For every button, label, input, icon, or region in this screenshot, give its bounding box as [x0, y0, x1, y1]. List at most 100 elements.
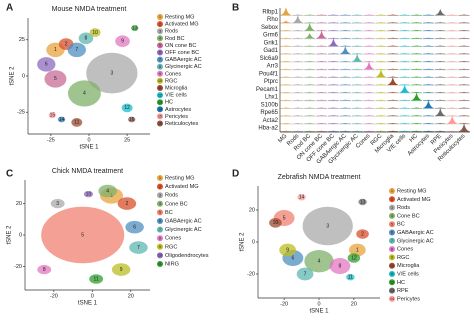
legend-number: 4: [159, 202, 161, 206]
legend-number: 5: [159, 44, 161, 48]
violin: [423, 53, 434, 55]
cluster: [347, 253, 361, 263]
violin: [399, 85, 411, 93]
cluster: [296, 267, 314, 281]
legend-number: 4: [159, 37, 161, 41]
gene-label: Pou4f1: [259, 71, 279, 77]
legend-number: 6: [391, 231, 393, 235]
legend-swatch: [157, 243, 163, 250]
y-tick-label: -25: [17, 110, 25, 116]
violin: [328, 130, 339, 132]
legend-swatch: [389, 246, 395, 253]
legend-swatch: [157, 14, 163, 20]
violin: [292, 37, 304, 39]
violin: [328, 53, 339, 55]
legend-label: Rods: [165, 193, 178, 199]
violin: [351, 29, 363, 31]
y-axis-label: tSNE 2: [10, 66, 16, 86]
violin: [328, 22, 339, 24]
violin: [280, 91, 292, 93]
violin: [292, 53, 304, 55]
legend-label: Oligodendrocytes: [165, 253, 209, 259]
violin: [339, 91, 351, 93]
legend-label: Astrocytes: [165, 107, 191, 113]
violin: [446, 37, 458, 39]
legend-number: 10: [158, 79, 162, 83]
violin: [304, 14, 316, 16]
y-axis-label: tSNE 2: [240, 232, 246, 252]
cluster-label: 12: [124, 105, 130, 111]
panel-letter: B: [232, 3, 239, 14]
violin: [351, 91, 363, 93]
y-axis-label: tSNE 2: [7, 225, 13, 245]
violin: [316, 130, 327, 132]
violin: [304, 76, 316, 78]
x-tick-label: -25: [47, 137, 55, 143]
legend-label: OFF cone BC: [165, 50, 199, 56]
y-tick-label: 25: [19, 37, 25, 43]
cluster-label: 12: [351, 255, 357, 261]
cluster-label: 5: [54, 76, 57, 82]
violin: [292, 122, 304, 124]
violin: [387, 29, 399, 31]
violin: [423, 100, 434, 109]
legend-number: 11: [158, 86, 162, 90]
legend-number: 14: [158, 108, 162, 112]
violin: [458, 29, 470, 31]
legend-number: 5: [391, 222, 393, 226]
legend-label: Pericytes: [165, 114, 188, 120]
violin: [316, 84, 327, 86]
violin: [458, 68, 470, 70]
cluster: [71, 118, 83, 127]
y-tick-label: 0: [19, 232, 22, 238]
violin: [387, 22, 399, 24]
violin: [339, 68, 351, 70]
violin: [446, 107, 458, 109]
violin: [458, 37, 470, 39]
cluster-label: 13: [132, 25, 138, 31]
violin: [411, 37, 422, 39]
violin: [339, 14, 351, 16]
x-tick-label: -20: [280, 301, 288, 307]
violin: [280, 122, 292, 124]
legend-number: 12: [390, 281, 394, 285]
legend-swatch: [157, 70, 163, 77]
gene-label: Gad1: [263, 48, 278, 54]
violin: [458, 99, 470, 101]
violin: [434, 107, 446, 109]
legend-label: BC: [165, 210, 173, 216]
panel-letter: D: [232, 169, 239, 180]
violin: [423, 122, 434, 124]
violin: [328, 68, 339, 70]
violin: [292, 84, 304, 86]
violin: [423, 37, 434, 39]
panel-title: Chick NMDA treatment: [52, 168, 123, 175]
violin: [399, 122, 411, 124]
legend-swatch: [157, 35, 163, 42]
violin: [363, 45, 375, 47]
y-tick-label: 0: [252, 239, 255, 245]
violin: [375, 22, 387, 24]
violin: [363, 60, 375, 62]
violin: [411, 60, 422, 62]
violin: [399, 45, 411, 47]
violin: [339, 46, 351, 55]
legend-label: V/E cells: [397, 271, 419, 277]
cluster-label: 10: [273, 220, 279, 226]
legend-label: NIRG: [165, 261, 179, 267]
violin: [316, 29, 327, 31]
violin: [411, 68, 422, 70]
legend-swatch: [157, 28, 163, 35]
gene-label: Rlbp1: [262, 9, 278, 15]
violin: [328, 122, 339, 124]
violin: [375, 37, 387, 39]
violin: [458, 91, 470, 93]
cluster-label: 9: [121, 39, 124, 45]
legend-swatch: [389, 287, 395, 294]
cluster-label: 6: [133, 224, 136, 230]
legend-swatch: [389, 212, 395, 219]
violin: [375, 122, 387, 124]
violin: [411, 76, 422, 78]
cluster: [125, 220, 144, 234]
cluster: [44, 70, 67, 88]
